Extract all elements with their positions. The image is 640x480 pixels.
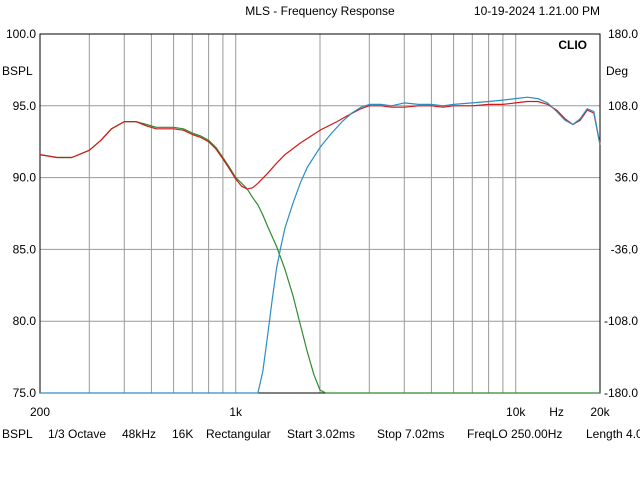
- y2-tick-label: 36.0: [615, 171, 639, 185]
- series-line-3: [40, 96, 601, 394]
- footer-unit: BSPL: [2, 427, 33, 441]
- y2-tick-label: -108.0: [604, 314, 638, 328]
- x-tick-label: 1k: [229, 405, 243, 419]
- y-tick-label: 90.0: [13, 171, 37, 185]
- footer-rate: 48kHz: [122, 427, 156, 441]
- x-axis-ticks: 200 1k 10k Hz 20k: [30, 405, 611, 419]
- y-tick-label: 75.0: [13, 386, 37, 400]
- plot-frame: [39, 33, 601, 394]
- y2-tick-label: 108.0: [608, 99, 638, 113]
- y2-tick-label: 180.0: [608, 27, 638, 41]
- timestamp: 10-19-2024 1.21.00 PM: [474, 4, 600, 18]
- right-axis-unit: Deg: [606, 64, 628, 78]
- footer-window: Rectangular: [206, 427, 271, 441]
- footer-start: Start 3.02ms: [287, 427, 355, 441]
- grid: [39, 33, 600, 394]
- chart-title: MLS - Frequency Response: [245, 4, 395, 18]
- y-axis-ticks: 100.0 95.0 90.0 85.0 80.0 75.0: [6, 27, 36, 400]
- y-tick-label: 80.0: [13, 314, 37, 328]
- series-line-2: [39, 100, 601, 190]
- footer-size: 16K: [172, 427, 193, 441]
- x-tick-label: 20k: [590, 405, 610, 419]
- footer-octave: 1/3 Octave: [48, 427, 106, 441]
- footer-info: BSPL 1/3 Octave 48kHz 16K Rectangular St…: [2, 427, 640, 441]
- x-tick-label: 10k: [506, 405, 526, 419]
- y2-tick-label: -180.0: [604, 386, 638, 400]
- clio-brand: CLIO: [558, 38, 587, 52]
- x-tick-label: Hz: [549, 405, 564, 419]
- y-tick-label: 100.0: [6, 27, 36, 41]
- y2-tick-label: -36.0: [611, 242, 639, 256]
- left-axis-unit: BSPL: [2, 64, 33, 78]
- footer-stop: Stop 7.02ms: [377, 427, 444, 441]
- y-tick-label: 95.0: [13, 99, 37, 113]
- footer-length: Length 4.0: [586, 427, 640, 441]
- y2-axis-ticks: 180.0 108.0 36.0 -36.0 -108.0 -180.0: [604, 27, 638, 400]
- y-tick-label: 85.0: [13, 242, 37, 256]
- x-tick-label: 200: [30, 405, 50, 419]
- footer-freqlo: FreqLO 250.00Hz: [467, 427, 562, 441]
- series-lines: [39, 96, 601, 394]
